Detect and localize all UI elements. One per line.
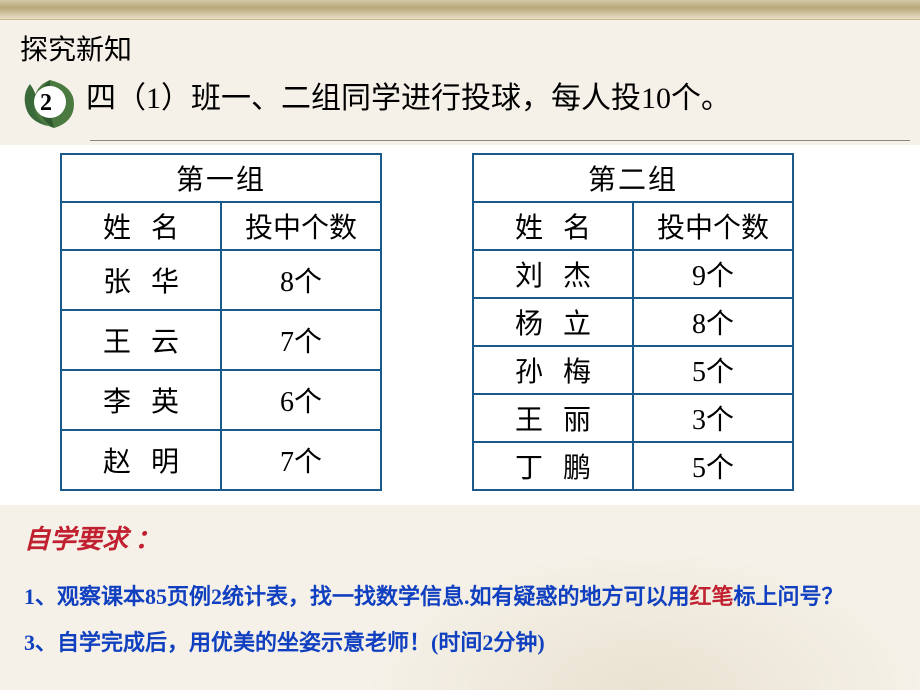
table-row: 张华8个 <box>61 250 381 310</box>
problem-text: 四（1）班一、二组同学进行投球，每人投10个。 <box>86 76 900 121</box>
instructions-title: 自学要求 ： <box>24 519 896 556</box>
cell-count: 3个 <box>633 394 793 442</box>
cell-name: 刘杰 <box>473 250 633 298</box>
cell-count: 7个 <box>221 310 381 370</box>
table1-col1-header: 姓名 <box>61 202 221 250</box>
instruction-line-1: 1、观察课本85页例2统计表，找一找数学信息.如有疑惑的地方可以用红笔标上问号？ <box>24 574 896 620</box>
cell-name: 王丽 <box>473 394 633 442</box>
cell-count: 8个 <box>633 298 793 346</box>
instructions-block: 自学要求 ： 1、观察课本85页例2统计表，找一找数学信息.如有疑惑的地方可以用… <box>20 505 900 666</box>
table1-col2-header: 投中个数 <box>221 202 381 250</box>
cell-count: 5个 <box>633 346 793 394</box>
table-row: 孙梅5个 <box>473 346 793 394</box>
instr1-part3: 标上问号？ <box>734 584 844 609</box>
cell-name: 赵明 <box>61 430 221 490</box>
cell-count: 8个 <box>221 250 381 310</box>
table2-title: 第二组 <box>473 154 793 202</box>
table-row: 王丽3个 <box>473 394 793 442</box>
table-row: 赵明7个 <box>61 430 381 490</box>
table-row: 丁鹏5个 <box>473 442 793 490</box>
cell-count: 9个 <box>633 250 793 298</box>
table2-col1-header: 姓名 <box>473 202 633 250</box>
section-title: 探究新知 <box>20 28 900 68</box>
table2-col2-header: 投中个数 <box>633 202 793 250</box>
cell-count: 6个 <box>221 370 381 430</box>
cell-name: 杨立 <box>473 298 633 346</box>
underline-rule <box>90 140 910 141</box>
leaf-badge: 2 <box>20 76 82 134</box>
instr1-highlight: 红笔 <box>690 584 734 609</box>
cell-count: 5个 <box>633 442 793 490</box>
cell-name: 李英 <box>61 370 221 430</box>
cell-name: 丁鹏 <box>473 442 633 490</box>
instr1-part1: 1、观察课本85页例2统计表，找一找数学信息.如有疑惑的地方可以用 <box>24 584 690 609</box>
problem-row: 2 四（1）班一、二组同学进行投球，每人投10个。 <box>20 76 900 134</box>
cell-name: 王云 <box>61 310 221 370</box>
table-row: 王云7个 <box>61 310 381 370</box>
table-row: 刘杰9个 <box>473 250 793 298</box>
cell-name: 张华 <box>61 250 221 310</box>
tables-area: 第一组 姓名 投中个数 张华8个 王云7个 李英6个 赵明7个 第二组 姓名 投… <box>0 145 920 505</box>
instruction-line-2: 3、自学完成后，用优美的坐姿示意老师！(时间2分钟) <box>24 620 896 666</box>
cell-count: 7个 <box>221 430 381 490</box>
problem-number: 2 <box>40 90 52 117</box>
table-row: 李英6个 <box>61 370 381 430</box>
cell-name: 孙梅 <box>473 346 633 394</box>
table-group-2: 第二组 姓名 投中个数 刘杰9个 杨立8个 孙梅5个 王丽3个 丁鹏5个 <box>472 153 794 491</box>
slide-content: 探究新知 2 四（1）班一、二组同学进行投球，每人投10个。 第一组 姓名 投中… <box>0 20 920 666</box>
table-group-1: 第一组 姓名 投中个数 张华8个 王云7个 李英6个 赵明7个 <box>60 153 382 491</box>
table1-title: 第一组 <box>61 154 381 202</box>
table-row: 杨立8个 <box>473 298 793 346</box>
decorative-top-border <box>0 0 920 20</box>
